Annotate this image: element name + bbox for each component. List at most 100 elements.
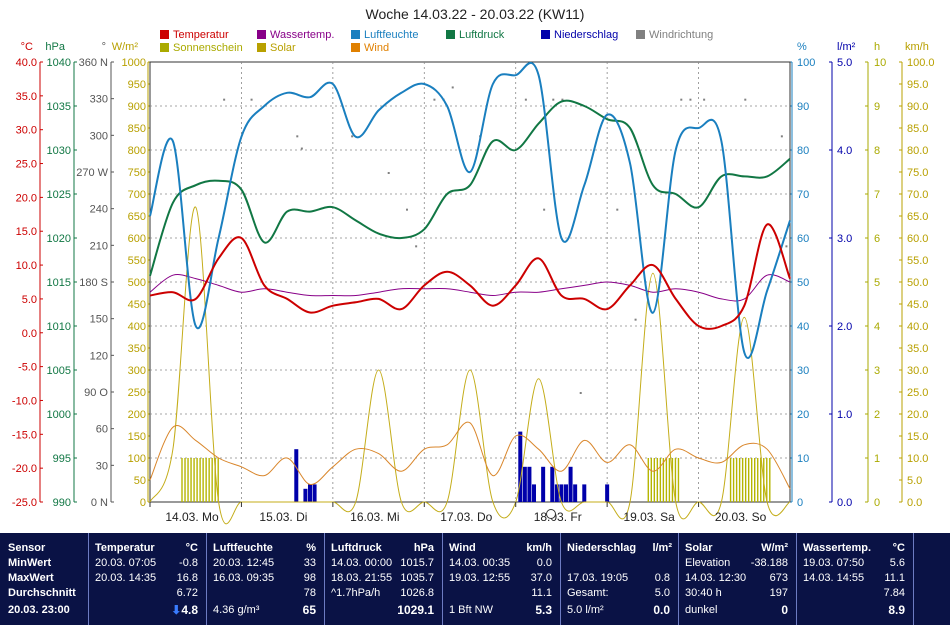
- temp-avg: 6.72: [176, 587, 198, 599]
- wind-dir-point: [703, 98, 706, 101]
- temp-max-date: 20.03. 14:35: [95, 572, 157, 584]
- temp-header: Temperatur: [95, 542, 155, 554]
- legend-swatch: [351, 43, 360, 52]
- axis-tick-label: 550: [128, 255, 146, 267]
- x-tick-label: 20.03. So: [715, 510, 767, 524]
- precip-bar: [522, 466, 527, 502]
- pressure-header: Luftdruck: [331, 542, 382, 554]
- x-tick-label: 17.03. Do: [440, 510, 492, 524]
- axis-tick-label: 30.0: [907, 365, 928, 377]
- legend-label: Windrichtung: [649, 29, 713, 41]
- axis-tick-label: 25.0: [16, 159, 37, 171]
- axis-tick-label: 50.0: [907, 277, 928, 289]
- axis-tick-label: 95.0: [907, 79, 928, 91]
- axis-tick-label: 8: [874, 145, 880, 157]
- axis-tick-label: 30: [797, 365, 809, 377]
- temp-min-date: 20.03. 07:05: [95, 557, 157, 569]
- axis-tick-label: 10.0: [907, 453, 928, 465]
- axis-tick-label: 150: [128, 431, 146, 443]
- axis-tick-label: 150: [90, 314, 108, 326]
- precip-bar: [582, 484, 587, 502]
- legend-swatch: [257, 30, 266, 39]
- axis-tick-label: 90.0: [907, 101, 928, 113]
- axis-tick-label: 65.0: [907, 211, 928, 223]
- axis-tick-label: 60: [797, 233, 809, 245]
- precip-bar: [541, 466, 546, 502]
- x-axis: 14.03. Mo 15.03. Di 16.03. Mi 17.03. Do 18.0…: [149, 502, 767, 524]
- time-marker-icon[interactable]: [546, 509, 556, 519]
- axis-tick-label: -15.0: [12, 429, 37, 441]
- wind-dir-point: [296, 135, 299, 138]
- water-current: 8.9: [888, 603, 905, 617]
- axis-tick-label: 40.0: [16, 57, 37, 69]
- water-avg: 7.84: [883, 587, 905, 599]
- legend-swatch: [257, 43, 266, 52]
- axis-tick-label: 1035: [47, 101, 71, 113]
- axis-tick-label: 270 W: [76, 167, 108, 179]
- legend-swatch: [446, 30, 455, 39]
- axis-tick-label: 400: [128, 321, 146, 333]
- axis-tick-label: 0.0: [22, 328, 37, 340]
- axis-tick-label: 120: [90, 350, 108, 362]
- wind-dir-point: [680, 98, 683, 101]
- axis-tick-label: 0: [797, 497, 803, 509]
- precip-bar: [550, 466, 555, 502]
- series-line-wind: [149, 421, 791, 490]
- solar-elev-label: Elevation: [685, 557, 731, 569]
- solar-header: Solar: [685, 542, 713, 554]
- precip-bar: [568, 466, 573, 502]
- precip-bar: [308, 484, 312, 502]
- axis-tick-label: 85.0: [907, 123, 928, 135]
- axis-tick-label: 4: [874, 321, 880, 333]
- stats-col-rain: Niederschlag l/m² 17.03. 19:05 0.8 Gesamt:…: [560, 533, 678, 625]
- axis-tick-label: 0.0: [907, 497, 922, 509]
- wind-max: 37.0: [530, 572, 552, 584]
- axis-tick-label: 50: [134, 475, 146, 487]
- legend-swatch: [636, 30, 645, 39]
- axis-tick-label: 15.0: [907, 431, 928, 443]
- legend-label: Luftfeuchte: [364, 29, 418, 41]
- current-time: 20.03. 23:00: [8, 604, 70, 616]
- stats-col-pressure: Luftdruck hPa 14.03. 00:00 1015.7 18.03. 2…: [324, 533, 442, 625]
- axis-tick-label: 20.0: [907, 409, 928, 421]
- humidity-avg: 78: [303, 587, 316, 599]
- legend: Temperatur Wassertemp. Luftfeuchte Luftdruc…: [160, 29, 713, 54]
- axis-tick-label: 300: [128, 365, 146, 377]
- humidity-abs: 4.36 g/m³: [213, 604, 260, 616]
- axis-tick-label: 650: [128, 211, 146, 223]
- axis-tick-label: 4.0: [837, 145, 852, 157]
- water-max-date: 14.03. 14:55: [803, 572, 865, 584]
- axis-unit-label: l/m²: [837, 41, 856, 53]
- axis-tick-label: 20: [797, 409, 809, 421]
- pressure-max: 1035.7: [400, 572, 434, 584]
- axis-tick-label: 3.0: [837, 233, 852, 245]
- axis-tick-label: 240: [90, 204, 108, 216]
- humidity-unit: %: [306, 542, 316, 554]
- wind-dir-point: [250, 98, 253, 101]
- axis-unit-label: h: [874, 41, 880, 53]
- rain-total: 5.0: [654, 587, 670, 599]
- wind-dir-point: [223, 98, 226, 101]
- series-line-temperatur: [149, 223, 791, 330]
- wind-min-date: 14.03. 00:35: [449, 557, 511, 569]
- axis-tick-label: 900: [128, 101, 146, 113]
- precip-bar: [564, 484, 568, 502]
- axis-tick-label: 80.0: [907, 145, 928, 157]
- wind-dir-point: [785, 245, 788, 248]
- axis-tick-label: 80: [797, 145, 809, 157]
- axis-tick-label: -25.0: [12, 497, 37, 509]
- axis-tick-label: 55.0: [907, 255, 928, 267]
- solar-max: 673: [769, 572, 788, 584]
- axis-tick-label: 0: [874, 497, 880, 509]
- temp-min: -0.8: [179, 557, 198, 569]
- rain-max: 0.8: [654, 572, 670, 584]
- wind-unit: km/h: [526, 542, 552, 554]
- legend-swatch: [160, 30, 169, 39]
- axis-tick-label: 700: [128, 189, 146, 201]
- axis-tick-label: 1000: [47, 409, 71, 421]
- water-max: 11.1: [884, 572, 905, 584]
- precip-bar: [554, 484, 559, 502]
- axis-unit-label: °: [102, 41, 106, 53]
- humidity-min: 33: [303, 557, 316, 569]
- humidity-max: 98: [303, 572, 316, 584]
